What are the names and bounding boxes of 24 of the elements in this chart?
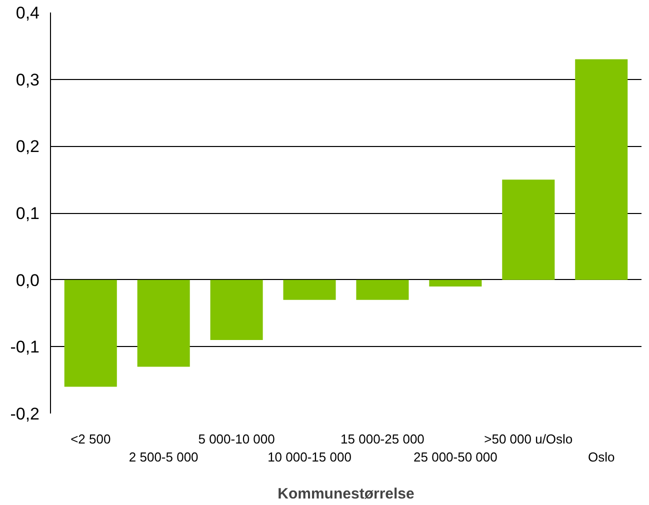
x-tick-label: Oslo (588, 450, 615, 464)
bar (575, 59, 628, 280)
x-tick-label: 2 500-5 000 (128, 450, 198, 464)
y-tick-label: 0,2 (16, 137, 40, 156)
x-tick-label: <2 500 (70, 432, 111, 446)
bar (283, 280, 336, 300)
x-tick-label: 5 000-10 000 (198, 432, 275, 446)
bar (210, 280, 263, 340)
y-tick-label: 0,4 (16, 4, 40, 22)
bar (64, 280, 117, 387)
bar (356, 280, 409, 300)
x-tick-label: 10 000-15 000 (268, 450, 352, 464)
x-tick-label: 15 000-25 000 (340, 432, 424, 446)
x-tick-label: >50 000 u/Oslo (484, 432, 573, 446)
y-tick-label: 0,0 (16, 270, 40, 290)
y-tick-label: -0,2 (10, 404, 40, 424)
y-tick-label: 0,1 (16, 204, 40, 223)
bar (429, 280, 482, 287)
x-axis-title: Kommunestørrelse (278, 486, 414, 502)
bar (137, 280, 190, 367)
x-tick-label: 25 000-50 000 (414, 450, 498, 464)
bar (502, 180, 555, 280)
y-tick-label: -0,1 (10, 338, 40, 357)
y-tick-label: 0,3 (16, 70, 40, 90)
